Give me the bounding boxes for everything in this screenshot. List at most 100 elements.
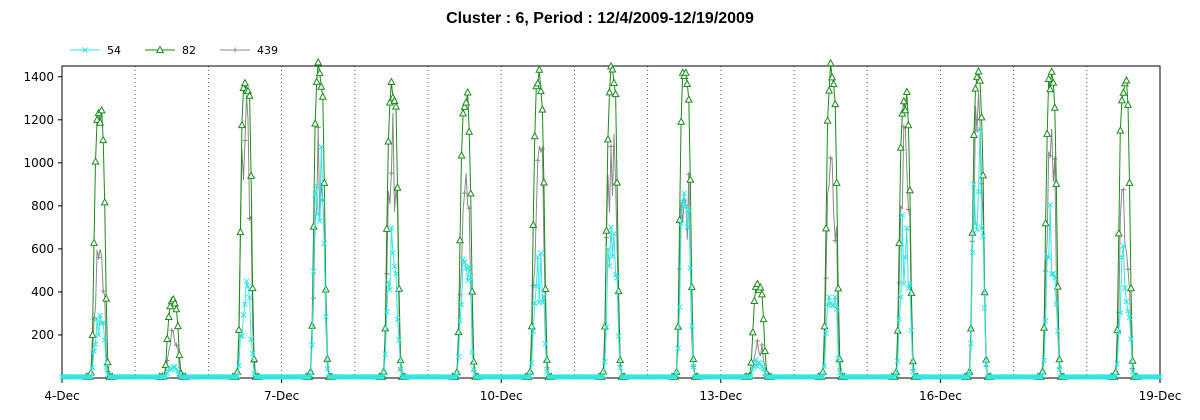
point-marker xyxy=(393,183,402,191)
point-marker xyxy=(1126,283,1136,292)
point-marker xyxy=(1052,156,1058,162)
y-tick-label: 1200 xyxy=(23,113,54,127)
point-marker xyxy=(242,301,248,308)
point-marker xyxy=(895,238,904,247)
point-marker xyxy=(828,155,834,161)
point-marker xyxy=(1120,243,1127,249)
point-marker xyxy=(823,330,829,337)
point-marker xyxy=(541,293,547,300)
point-marker xyxy=(100,288,106,294)
point-marker xyxy=(384,136,393,145)
point-marker xyxy=(322,313,329,320)
legend-label: 439 xyxy=(257,44,278,57)
point-marker xyxy=(102,294,111,302)
point-marker xyxy=(460,256,466,263)
point-marker xyxy=(753,279,762,287)
point-marker xyxy=(88,330,97,338)
point-marker xyxy=(1122,285,1128,291)
point-marker xyxy=(385,279,392,285)
point-marker xyxy=(905,185,914,194)
point-marker xyxy=(673,371,680,378)
point-marker xyxy=(1043,268,1049,274)
point-marker xyxy=(377,374,384,380)
point-marker xyxy=(899,96,908,105)
point-marker xyxy=(1041,357,1047,364)
point-marker xyxy=(537,250,544,256)
point-marker xyxy=(82,47,88,53)
point-marker xyxy=(237,120,246,129)
point-marker xyxy=(544,368,550,375)
point-marker xyxy=(383,308,390,315)
point-marker xyxy=(239,333,245,339)
point-marker xyxy=(173,342,179,348)
point-marker xyxy=(908,327,915,334)
point-marker xyxy=(896,143,905,151)
point-marker xyxy=(969,130,978,138)
point-marker xyxy=(600,373,607,379)
point-marker xyxy=(1047,201,1054,208)
point-marker xyxy=(466,188,475,197)
point-marker xyxy=(248,283,257,292)
y-tick-label: 1000 xyxy=(23,156,54,170)
point-marker xyxy=(602,358,608,365)
point-marker xyxy=(971,84,980,92)
point-marker xyxy=(530,328,537,335)
point-marker xyxy=(311,119,320,127)
point-marker xyxy=(821,363,828,369)
point-marker xyxy=(979,170,988,179)
point-marker xyxy=(96,118,105,126)
point-marker xyxy=(314,57,323,66)
point-marker xyxy=(974,66,983,75)
point-marker xyxy=(681,68,690,76)
point-marker xyxy=(457,317,463,324)
point-marker xyxy=(466,263,473,270)
point-marker xyxy=(309,341,315,348)
point-marker xyxy=(319,197,326,204)
point-marker xyxy=(684,95,693,103)
point-marker xyxy=(968,340,974,347)
point-marker xyxy=(248,336,254,343)
point-marker xyxy=(461,259,468,266)
point-marker xyxy=(824,301,831,308)
point-marker xyxy=(605,87,614,96)
point-marker xyxy=(829,302,835,309)
point-marker xyxy=(469,349,476,355)
point-marker xyxy=(690,363,697,370)
point-marker xyxy=(1049,78,1058,86)
point-marker xyxy=(901,105,910,114)
point-marker xyxy=(750,296,759,305)
point-marker xyxy=(1122,75,1131,84)
point-marker xyxy=(903,225,910,232)
legend: 54 82 439 xyxy=(70,44,278,57)
point-marker xyxy=(981,305,988,311)
plot-frame xyxy=(61,65,1161,379)
point-marker xyxy=(826,58,835,67)
point-marker xyxy=(236,362,242,369)
point-marker xyxy=(897,294,904,301)
point-marker xyxy=(1129,368,1136,375)
point-marker xyxy=(832,237,838,243)
point-marker xyxy=(455,235,465,244)
point-marker xyxy=(310,268,317,275)
point-marker xyxy=(382,224,391,232)
point-marker xyxy=(530,283,536,289)
series-line xyxy=(62,62,1160,378)
x-tick-label: 7-Dec xyxy=(264,389,299,403)
point-marker xyxy=(606,263,613,269)
point-marker xyxy=(467,274,474,281)
point-marker xyxy=(525,374,532,380)
point-marker xyxy=(614,286,623,295)
legend-label: 54 xyxy=(107,44,121,57)
point-marker xyxy=(91,157,100,165)
point-marker xyxy=(173,321,182,330)
point-marker xyxy=(236,227,245,236)
point-marker xyxy=(381,323,390,332)
point-marker xyxy=(533,283,540,289)
legend-item-82: 82 xyxy=(145,44,196,57)
point-marker xyxy=(388,225,395,231)
point-marker xyxy=(1125,178,1134,186)
point-marker xyxy=(1123,298,1130,305)
point-marker xyxy=(92,341,99,348)
series-82 xyxy=(62,57,1160,380)
